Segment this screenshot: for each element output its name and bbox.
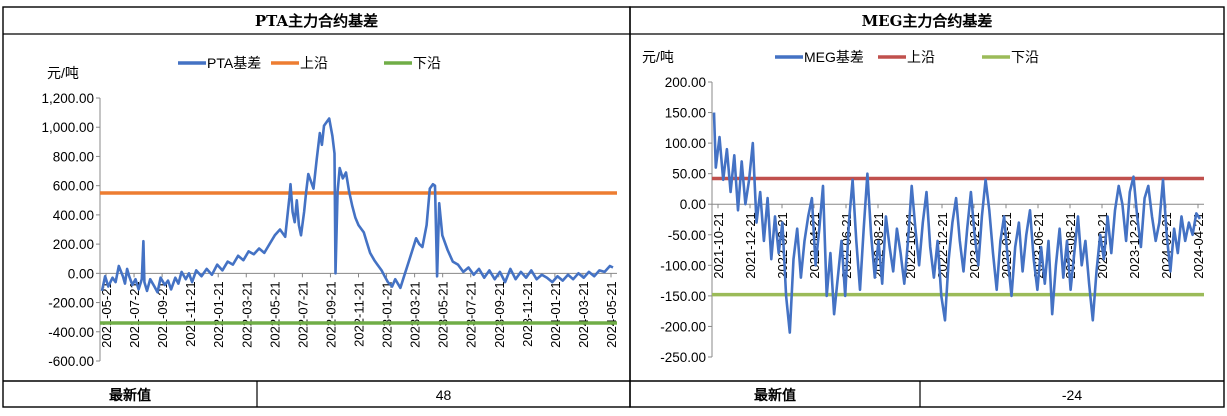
- y-tick-label: -100.00: [660, 258, 706, 273]
- y-tick-label: 100.00: [665, 136, 706, 151]
- x-tick-label: 2022-07-21: [295, 281, 310, 348]
- y-tick-label: -400.00: [48, 325, 94, 340]
- legend-upper-label: 上沿: [300, 55, 328, 71]
- y-tick-label: -50.00: [668, 228, 706, 243]
- x-tick-label: 2022-09-21: [323, 281, 338, 348]
- legend-basis-label: PTA基差: [207, 55, 261, 71]
- x-tick-label: 2022-11-21: [352, 281, 367, 347]
- x-tick-label: 2023-05-21: [436, 281, 451, 348]
- basis-series-line: [100, 117, 614, 294]
- x-tick-label: 2024-04-21: [1191, 212, 1206, 279]
- x-tick-label: 2023-01-21: [380, 281, 395, 348]
- latest-value-label: 最新值: [754, 387, 796, 404]
- x-tick-label: 2021-12-21: [743, 212, 758, 279]
- y-tick-label: 800.00: [53, 149, 94, 164]
- y-tick-label: -250.00: [660, 350, 706, 365]
- legend-basis-label: MEG基差: [804, 49, 864, 65]
- y-tick-label: -200.00: [660, 319, 706, 334]
- y-tick-label: 0.00: [680, 197, 706, 212]
- x-tick-label: 2021-10-21: [711, 212, 726, 279]
- x-tick-label: 2024-03-21: [576, 281, 591, 348]
- x-tick-label: 2024-01-21: [548, 281, 563, 348]
- panel-border: [629, 6, 1225, 408]
- legend-lower-label: 下沿: [1011, 49, 1039, 65]
- y-tick-label: 1,000.00: [41, 120, 94, 135]
- y-tick-label: 200.00: [53, 237, 94, 252]
- y-tick-label: 400.00: [53, 208, 94, 223]
- panel-title: MEG主力合约基差: [862, 12, 993, 30]
- x-tick-label: 2022-01-21: [211, 281, 226, 348]
- y-tick-label: -150.00: [660, 289, 706, 304]
- y-tick-label: -200.00: [48, 296, 94, 311]
- y-tick-label: -600.00: [48, 354, 94, 369]
- x-tick-label: 2021-05-21: [99, 281, 114, 348]
- latest-value: -24: [1062, 387, 1082, 403]
- y-unit-label: 元/吨: [642, 49, 674, 65]
- panel-title: PTA主力合约基差: [255, 12, 378, 30]
- x-tick-label: 2021-11-21: [183, 281, 198, 347]
- y-tick-label: 0.00: [68, 266, 94, 281]
- x-tick-label: 2023-03-21: [408, 281, 423, 348]
- latest-value-label: 最新值: [109, 387, 151, 404]
- x-tick-label: 2024-05-21: [604, 281, 619, 348]
- legend-upper-label: 上沿: [907, 49, 935, 65]
- x-tick-label: 2023-11-21: [520, 281, 535, 347]
- legend-lower-label: 下沿: [413, 55, 441, 71]
- x-tick-label: 2022-03-21: [239, 281, 254, 348]
- latest-value: 48: [436, 387, 452, 403]
- basis-series-line: [712, 112, 1202, 334]
- x-tick-label: 2023-07-21: [464, 281, 479, 348]
- y-tick-label: 200.00: [665, 75, 706, 90]
- x-tick-label: 2021-09-21: [155, 281, 170, 348]
- y-tick-label: 150.00: [665, 106, 706, 121]
- x-tick-label: 2022-05-21: [267, 281, 282, 348]
- y-tick-label: 50.00: [672, 167, 706, 182]
- y-tick-label: 1,200.00: [41, 91, 94, 106]
- y-tick-label: 600.00: [53, 179, 94, 194]
- x-tick-label: 2021-07-21: [127, 281, 142, 348]
- x-tick-label: 2023-09-21: [492, 281, 507, 348]
- y-unit-label: 元/吨: [47, 65, 79, 81]
